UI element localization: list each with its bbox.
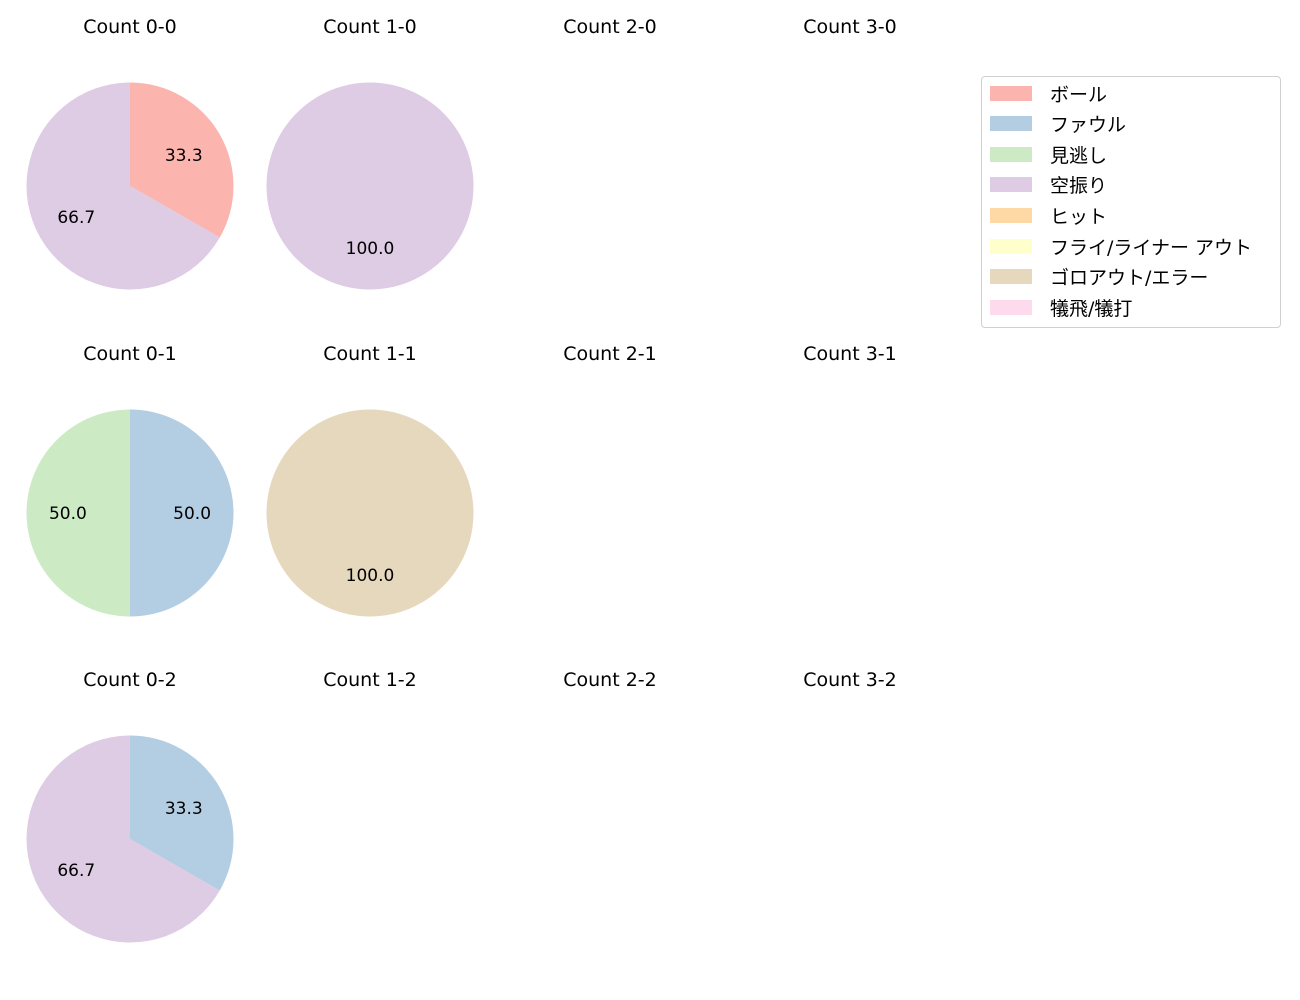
pie-slice bbox=[266, 82, 474, 290]
legend-swatch bbox=[990, 269, 1032, 285]
legend: ボールファウル見逃し空振りヒットフライ/ライナー アウト ゴロアウト/エラー 犠飛/… bbox=[981, 76, 1281, 328]
pie-panel: Count 3-2 bbox=[740, 653, 980, 973]
legend-label: ゴロアウト/エラー bbox=[1050, 267, 1209, 290]
panel-title: Count 3-1 bbox=[803, 343, 897, 365]
legend-swatch bbox=[990, 238, 1032, 254]
panel-title: Count 0-2 bbox=[83, 669, 177, 691]
slice-percent-label: 66.7 bbox=[57, 208, 95, 228]
legend-swatch bbox=[990, 207, 1032, 223]
pie-slice bbox=[130, 82, 234, 238]
panel-title: Count 0-1 bbox=[83, 343, 177, 365]
legend-swatch bbox=[990, 177, 1032, 193]
legend-item: 空振り bbox=[990, 171, 1107, 199]
legend-label: フライ/ライナー アウト bbox=[1050, 236, 1253, 259]
pie-slice bbox=[26, 409, 131, 617]
legend-label: ファウル bbox=[1050, 114, 1127, 137]
slice-percent-label: 33.3 bbox=[165, 146, 203, 166]
panel-title: Count 1-0 bbox=[323, 16, 417, 38]
pie-panel: Count 3-1 bbox=[740, 327, 980, 647]
pie-slice bbox=[266, 409, 474, 617]
legend-swatch bbox=[990, 85, 1032, 101]
legend-label: 見逃し bbox=[1050, 144, 1108, 167]
pie-panel: Count 1-0 100.0 bbox=[260, 0, 500, 320]
legend-item: ファウル bbox=[990, 110, 1126, 138]
pie-panel: Count 0-2 33.3 66.7 bbox=[20, 653, 260, 973]
pie-slice bbox=[26, 82, 220, 290]
pie-chart: 100.0 bbox=[266, 82, 474, 290]
legend-label: ボール bbox=[1050, 83, 1108, 106]
pie-panel: Count 1-2 bbox=[260, 653, 500, 973]
pie-chart: 33.3 66.7 bbox=[26, 82, 234, 290]
panel-title: Count 3-2 bbox=[803, 669, 897, 691]
slice-percent-label: 33.3 bbox=[165, 799, 203, 819]
legend-item: フライ/ライナー アウト bbox=[990, 232, 1252, 260]
legend-item: 見逃し bbox=[990, 140, 1107, 168]
legend-item: ヒット bbox=[990, 201, 1107, 229]
panel-title: Count 3-0 bbox=[803, 16, 897, 38]
slice-percent-label: 50.0 bbox=[49, 504, 87, 524]
panel-title: Count 0-0 bbox=[83, 16, 177, 38]
pie-panel: Count 2-1 bbox=[500, 327, 740, 647]
pie-panel: Count 3-0 bbox=[740, 0, 980, 320]
panel-title: Count 2-0 bbox=[563, 16, 657, 38]
pie-panel: Count 2-2 bbox=[500, 653, 740, 973]
pie-panel: Count 0-1 50.0 50.0 bbox=[20, 327, 260, 647]
panel-title: Count 1-2 bbox=[323, 669, 417, 691]
legend-item: ボール bbox=[990, 79, 1107, 107]
panel-title: Count 1-1 bbox=[323, 343, 417, 365]
slice-percent-label: 50.0 bbox=[173, 504, 211, 524]
pie-panel: Count 1-1 100.0 bbox=[260, 327, 500, 647]
pie-chart: 33.3 66.7 bbox=[26, 735, 234, 943]
legend-item: ゴロアウト/エラー bbox=[990, 263, 1208, 291]
pie-slice bbox=[130, 409, 234, 617]
legend-swatch bbox=[990, 146, 1032, 162]
slice-percent-label: 100.0 bbox=[346, 239, 395, 259]
panel-title: Count 2-1 bbox=[563, 343, 657, 365]
legend-label: ヒット bbox=[1050, 205, 1108, 228]
legend-label: 空振り bbox=[1050, 175, 1108, 198]
pie-slice bbox=[130, 735, 234, 891]
slice-percent-label: 66.7 bbox=[57, 861, 95, 881]
pie-chart: 100.0 bbox=[266, 409, 474, 617]
pie-slice bbox=[26, 735, 220, 943]
slice-percent-label: 100.0 bbox=[346, 566, 395, 586]
panel-title: Count 2-2 bbox=[563, 669, 657, 691]
legend-swatch bbox=[990, 116, 1032, 132]
legend-label: 犠飛/犠打 bbox=[1050, 297, 1133, 320]
pie-panel: Count 2-0 bbox=[500, 0, 740, 320]
pie-chart: 50.0 50.0 bbox=[26, 409, 234, 617]
legend-item: 犠飛/犠打 bbox=[990, 293, 1132, 321]
legend-swatch bbox=[990, 299, 1032, 315]
pie-panel: Count 0-0 33.3 66.7 bbox=[20, 0, 260, 320]
